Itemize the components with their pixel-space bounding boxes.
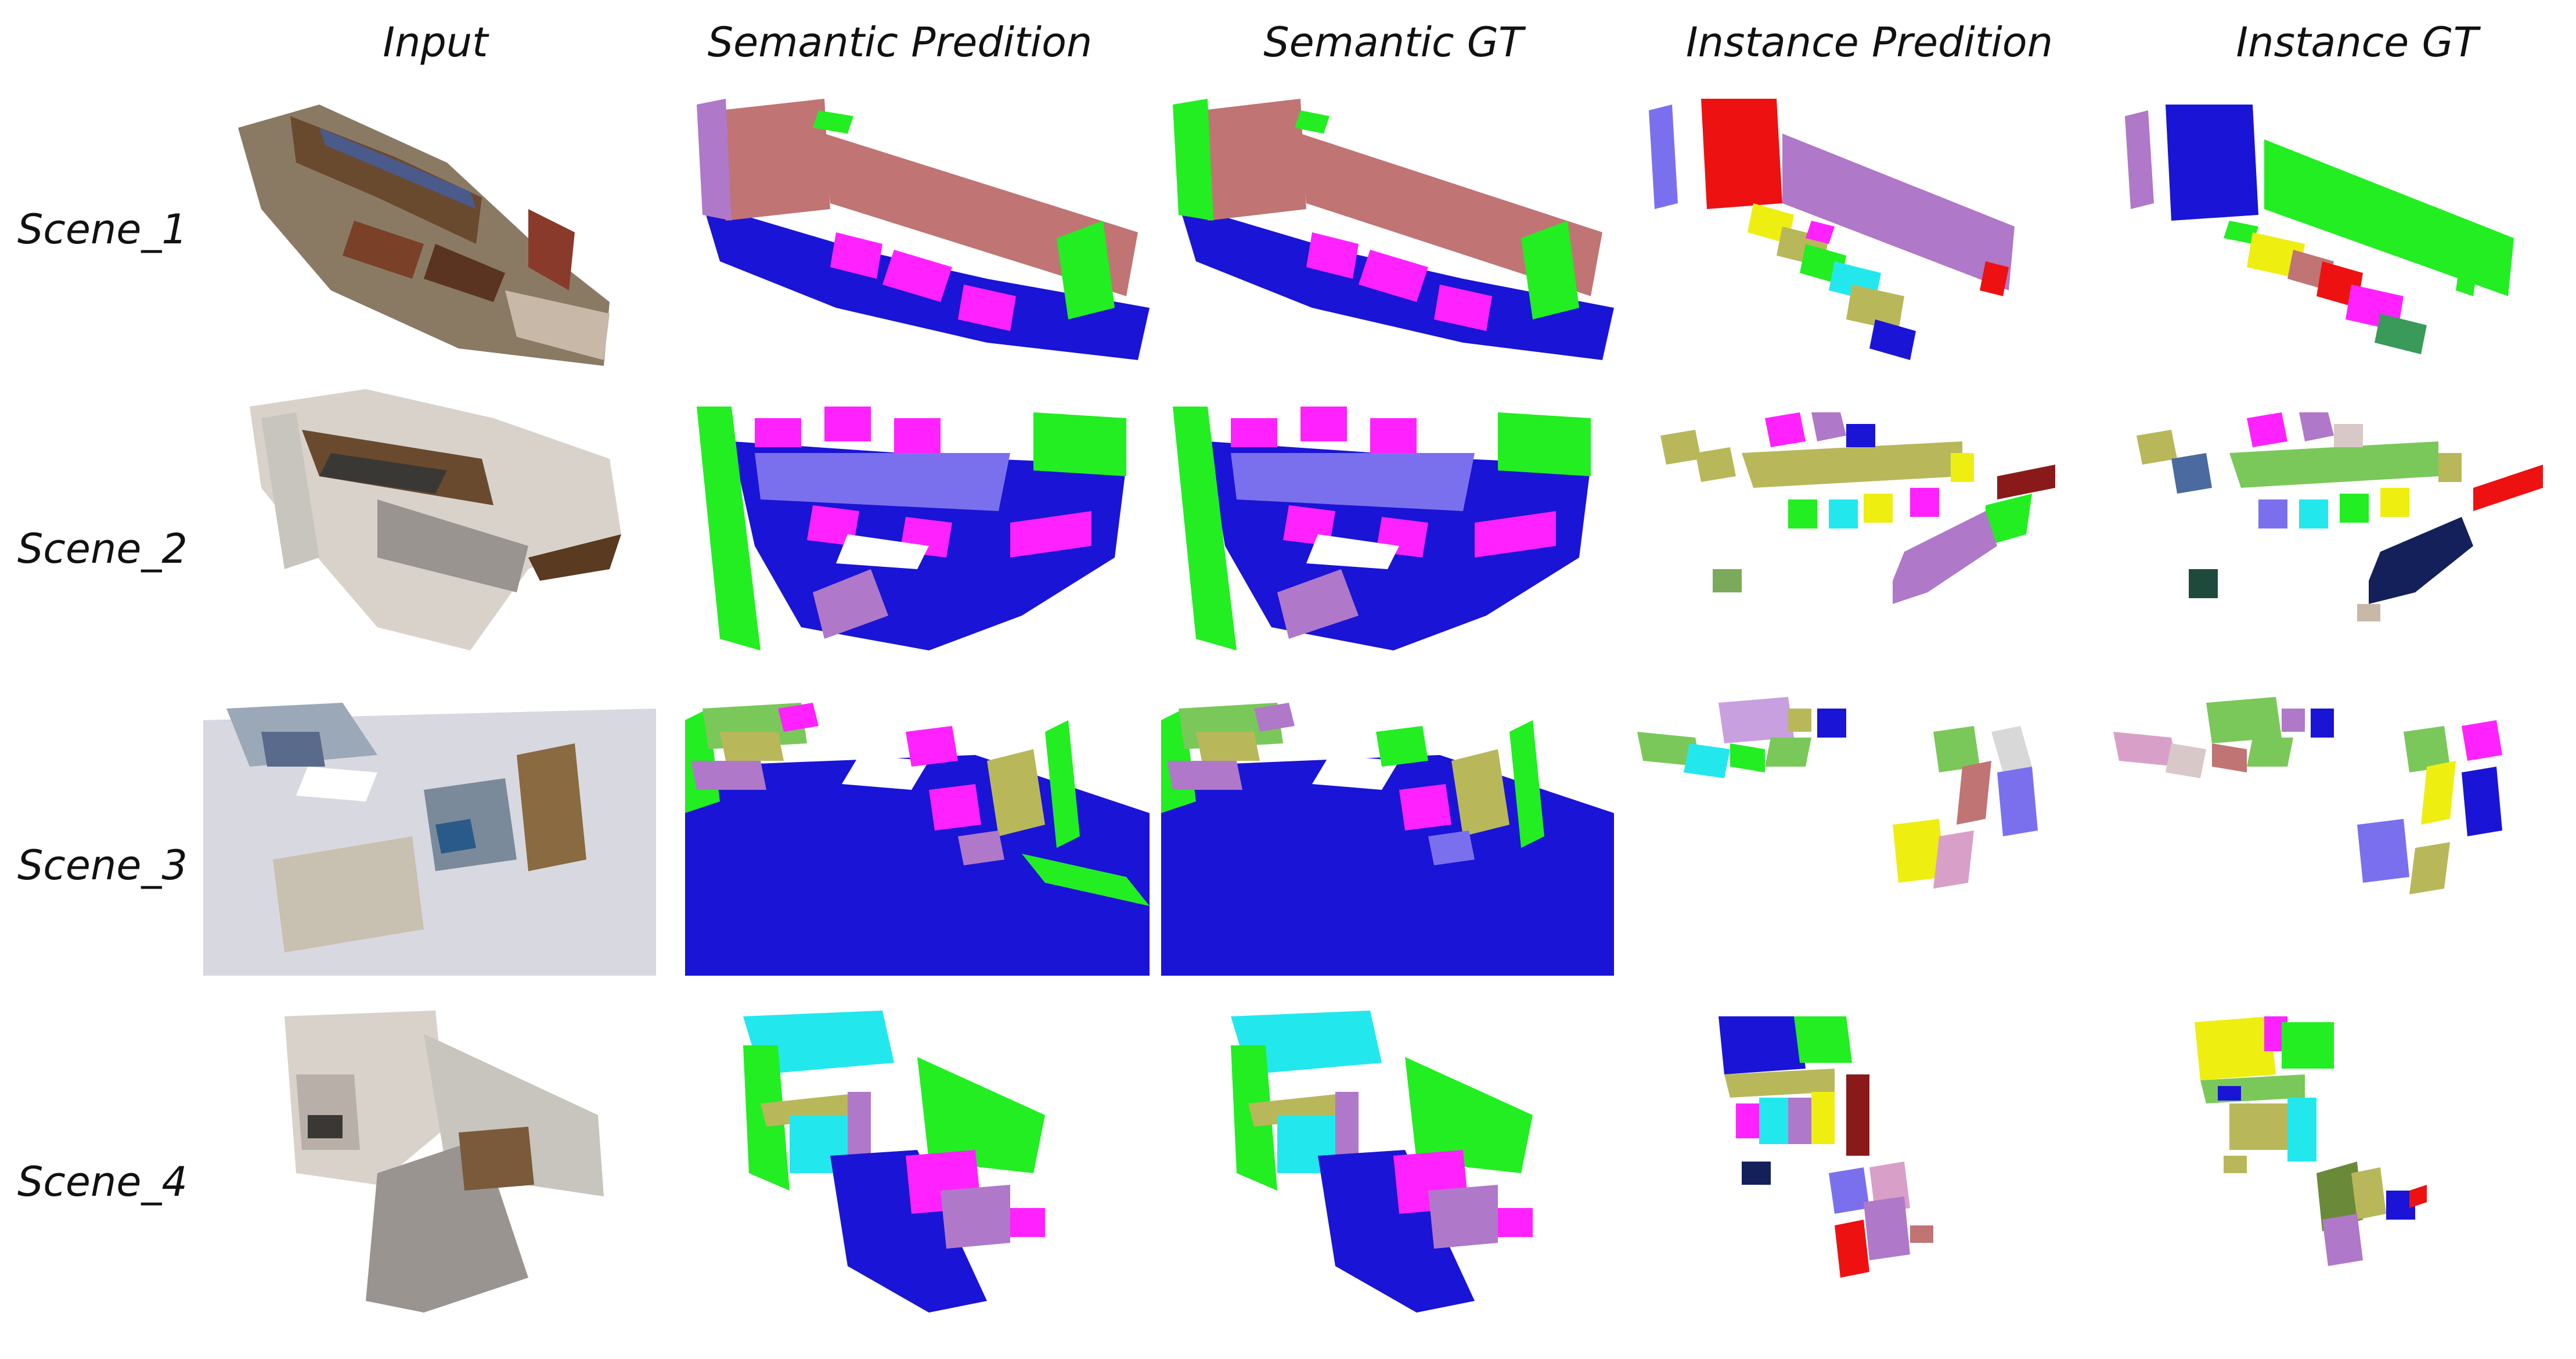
point-cloud-image xyxy=(685,703,1150,976)
point-cloud-image xyxy=(697,407,1126,650)
panel-scene-4-input xyxy=(203,999,656,1324)
panel-scene-4-semantic-prediction xyxy=(685,999,1161,1324)
point-cloud-image xyxy=(2195,1016,2427,1266)
point-cloud-image xyxy=(1660,412,2055,604)
panel-scene-1-instance-gt xyxy=(2113,87,2576,366)
panel-scene-4-instance-gt xyxy=(2113,999,2576,1324)
panel-scene-4-instance-prediction xyxy=(1637,999,2102,1324)
panel-scene-1-semantic-prediction xyxy=(685,87,1161,366)
point-cloud-image xyxy=(697,99,1150,360)
panel-scene-1-instance-prediction xyxy=(1637,87,2102,366)
point-cloud-image xyxy=(2137,412,2543,621)
row-label-scene-3: Scene_3 xyxy=(17,842,188,889)
row-label-scene-2: Scene_2 xyxy=(17,525,188,573)
point-cloud-image xyxy=(284,1011,604,1313)
panel-scene-3-instance-gt xyxy=(2113,685,2576,976)
row-label-scene-1: Scene_1 xyxy=(17,206,188,253)
panel-scene-2-semantic-prediction xyxy=(685,372,1161,662)
point-cloud-image xyxy=(1649,99,2015,360)
panel-scene-2-semantic-gt xyxy=(1161,372,1626,662)
column-header-instance-prediction: Instance Predition xyxy=(1685,19,2053,66)
column-header-input: Input xyxy=(383,19,488,66)
point-cloud-image xyxy=(1173,407,1591,650)
panel-scene-3-input xyxy=(203,685,656,976)
row-label-scene-4: Scene_4 xyxy=(17,1158,188,1206)
column-header-instance-gt: Instance GT xyxy=(2236,19,2478,66)
panel-scene-3-instance-prediction xyxy=(1637,685,2102,976)
point-cloud-image xyxy=(1231,1011,1533,1313)
panel-scene-3-semantic-prediction xyxy=(685,685,1161,976)
panel-scene-2-instance-gt xyxy=(2113,372,2576,662)
column-header-semantic-prediction: Semantic Predition xyxy=(707,19,1093,66)
panel-scene-2-instance-prediction xyxy=(1637,372,2102,662)
point-cloud-image xyxy=(2113,697,2502,894)
point-cloud-image xyxy=(2125,105,2514,354)
panel-scene-1-semantic-gt xyxy=(1161,87,1626,366)
point-cloud-image xyxy=(203,703,656,976)
column-header-semantic-gt: Semantic GT xyxy=(1263,19,1523,66)
point-cloud-image xyxy=(1718,1016,1933,1278)
point-cloud-image xyxy=(1161,703,1614,976)
panel-scene-1-input xyxy=(203,93,656,383)
point-cloud-image xyxy=(250,389,621,650)
point-cloud-image xyxy=(1637,697,2038,889)
panel-scene-4-semantic-gt xyxy=(1161,999,1626,1324)
panel-scene-3-semantic-gt xyxy=(1161,685,1626,976)
point-cloud-image xyxy=(238,105,610,366)
point-cloud-image xyxy=(743,1011,1045,1313)
point-cloud-image xyxy=(1173,99,1614,360)
panel-scene-2-input xyxy=(203,372,656,662)
